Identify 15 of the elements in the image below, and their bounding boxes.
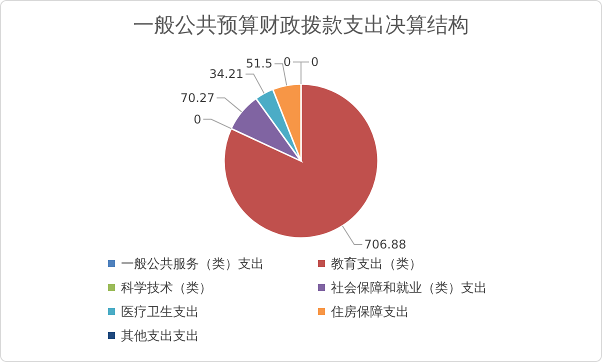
text: 0 — [283, 55, 291, 69]
data-label: 706.88 — [364, 237, 406, 252]
text: 0 — [194, 112, 202, 126]
chart-title: 一般公共预算财政拨款支出决算结构 — [133, 13, 469, 37]
text: 0 — [311, 55, 319, 69]
data-label: 51.5 — [246, 56, 273, 71]
legend-label: 社会保障和就业（类）支出 — [331, 281, 487, 296]
data-label: 34.21 — [209, 67, 244, 82]
legend-label: 住房保障支出 — [330, 304, 409, 320]
legend-label: 一般公共服务（类）支出 — [121, 257, 264, 272]
legend-label: 医疗卫生支出 — [121, 305, 199, 320]
legend-label: 科学技术（类） — [121, 281, 212, 296]
legend-label: 其他支出支出 — [121, 329, 199, 344]
data-label: 70.27 — [180, 90, 215, 105]
legend-label: 教育支出（类） — [331, 256, 422, 272]
